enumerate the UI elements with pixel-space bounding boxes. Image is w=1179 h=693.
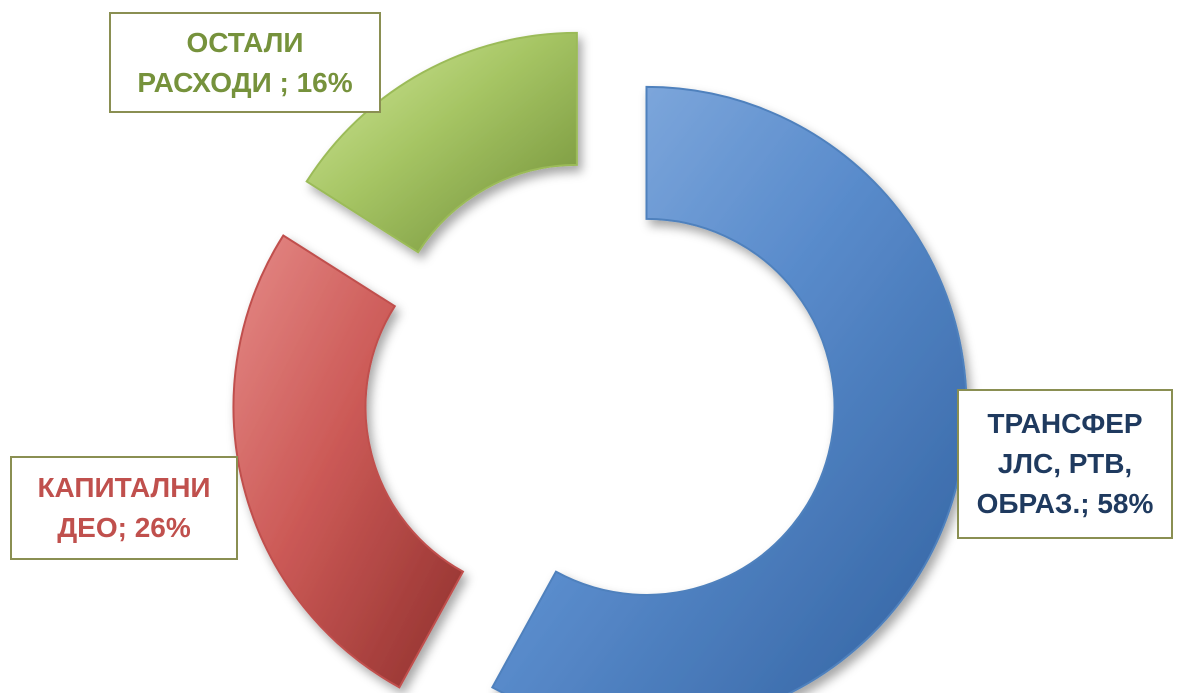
data-label-transfer-line-1: ТРАНСФЕР — [987, 408, 1143, 439]
data-label-capital-line-2: ДЕО; 26% — [57, 512, 191, 543]
donut-slice-capital — [232, 234, 465, 689]
data-label-transfer-line-2: ЈЛС, РТВ, — [997, 448, 1133, 479]
data-label-other-line-1: ОСТАЛИ — [186, 26, 304, 58]
data-label-capital-line-1: КАПИТАЛНИ — [37, 472, 211, 503]
data-label-other-line-2: РАСХОДИ ; 16% — [137, 66, 353, 98]
data-label-capital: КАПИТАЛНИ ДЕО; 26% — [10, 456, 238, 560]
data-label-transfer: ТРАНСФЕР ЈЛС, РТВ, ОБРАЗ.; 58% — [957, 389, 1173, 539]
donut-slice-transfer — [490, 85, 968, 693]
data-label-transfer-line-3: ОБРАЗ.; 58% — [976, 488, 1154, 519]
data-label-other: ОСТАЛИ РАСХОДИ ; 16% — [109, 12, 381, 113]
